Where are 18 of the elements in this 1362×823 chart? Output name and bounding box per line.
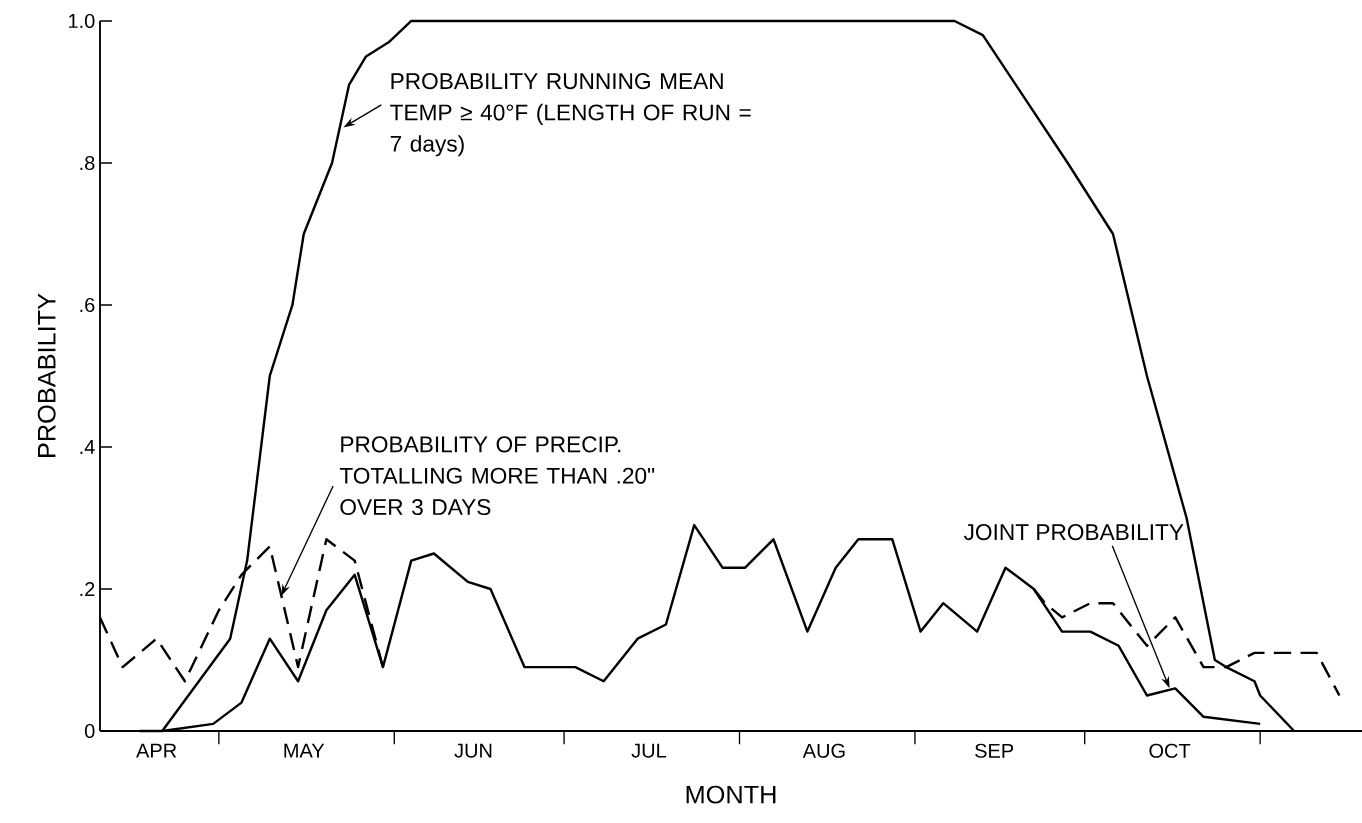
annotation: JOINT PROBABILITY	[963, 524, 1184, 541]
annotation: PROBABILITY OF PRECIP. TOTALLING MORE THAN .20" OVER 3 DAYS	[339, 436, 655, 516]
x-tick-label: MAY	[284, 743, 325, 758]
x-tick-label: OCT	[1149, 743, 1191, 758]
y-axis-title: PROBABILITY	[37, 293, 56, 457]
y-tick-label: .8	[80, 155, 95, 171]
x-tick-label: APR	[136, 743, 177, 758]
x-axis-title: MONTH	[686, 785, 776, 804]
y-tick-label: 1.0	[69, 13, 95, 29]
x-tick-label: AUG	[802, 743, 845, 758]
y-tick-label: .2	[80, 582, 95, 596]
annotation: PROBABILITY RUNNING MEAN TEMP ≥ 40°F (LENGTH OF RUN = 7 days)	[390, 73, 751, 157]
x-tick-label: JUL	[631, 743, 667, 758]
y-tick-label: .4	[80, 440, 95, 454]
x-tick-label: SEP	[975, 743, 1014, 758]
x-tick-label: JUN	[454, 743, 492, 758]
y-tick-label: 0	[84, 723, 95, 739]
y-tick-label: .6	[80, 297, 95, 313]
